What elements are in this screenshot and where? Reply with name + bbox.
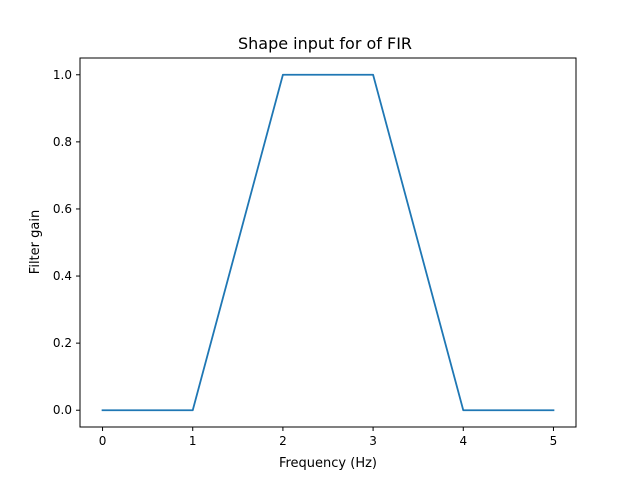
x-tick-label: 0	[99, 434, 107, 448]
x-axis-label: Frequency (Hz)	[279, 456, 377, 471]
series-line-0	[101, 73, 555, 412]
y-tick-label: 1.0	[53, 68, 72, 82]
x-tick-label: 2	[279, 434, 287, 448]
x-tick-label: 1	[189, 434, 197, 448]
y-axis-label: Filter gain	[28, 210, 43, 274]
chart-title: Shape input for of FIR	[238, 34, 412, 53]
y-tick-label: 0.2	[53, 336, 72, 350]
x-tick-label: 3	[369, 434, 377, 448]
x-tick-label: 4	[459, 434, 467, 448]
plot-area: 0 1 2 3 4 5 0.0 0.2 0.4 0.6 0.8 1.0	[53, 57, 577, 448]
x-tick-label: 5	[550, 434, 558, 448]
y-tick-label: 0.0	[53, 403, 72, 417]
y-tick-label: 0.6	[53, 202, 72, 216]
y-tick-label: 0.4	[53, 269, 72, 283]
axes-frame	[79, 57, 577, 428]
y-tick-label: 0.8	[53, 135, 72, 149]
